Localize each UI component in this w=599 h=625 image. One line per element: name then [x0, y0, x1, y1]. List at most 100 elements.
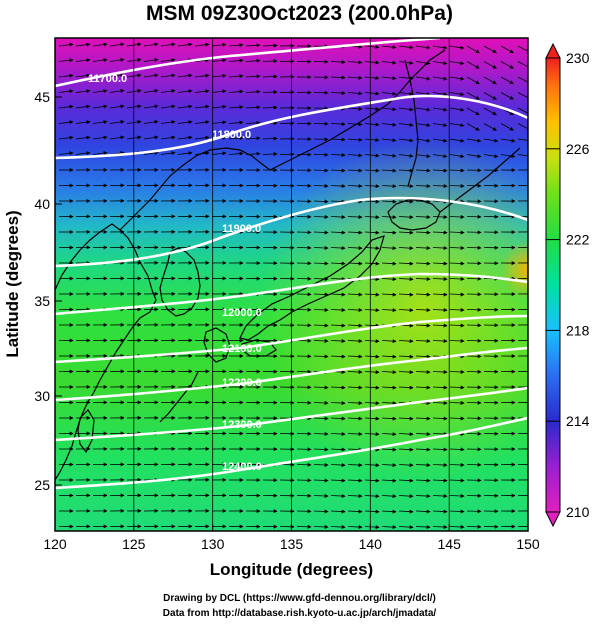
wind-arrow [143, 73, 159, 78]
contour-line-12000 [55, 272, 528, 316]
wind-arrow [160, 151, 176, 156]
wind-arrow [330, 60, 346, 65]
wind-arrow [415, 323, 431, 328]
wind-arrow [330, 277, 346, 282]
wind-arrow [330, 478, 346, 483]
wind-arrow [330, 509, 346, 514]
x-tick-label: 140 [359, 536, 383, 552]
wind-arrow [415, 370, 431, 375]
contour-line-12300 [55, 386, 528, 442]
wind-arrow [313, 230, 329, 235]
wind-arrow [347, 432, 363, 437]
wind-arrow [313, 245, 329, 250]
contour-line-11800 [55, 94, 528, 160]
wind-arrow [143, 119, 159, 124]
wind-arrow [194, 120, 210, 125]
contour-label-12000: 12000.0 [222, 307, 262, 319]
wind-arrow [75, 89, 91, 94]
wind-arrow [228, 120, 244, 125]
wind-arrow [432, 261, 448, 266]
wind-arrow [449, 276, 465, 281]
wind-arrow [381, 261, 397, 266]
wind-arrow [347, 137, 363, 142]
wind-arrow [347, 106, 363, 111]
coast-taiwan [77, 409, 95, 454]
colorbar-tick-label: 226 [566, 141, 590, 157]
y-tick-labels: 25 30 35 40 45 [34, 89, 50, 493]
wind-arrow [381, 246, 397, 251]
wind-arrow [194, 89, 210, 94]
wind-arrow [449, 138, 465, 143]
wind-arrow [517, 45, 528, 53]
wind-arrow [313, 183, 329, 188]
wind-arrow [92, 151, 108, 156]
wind-arrow [160, 104, 176, 109]
wind-arrow [177, 135, 193, 140]
wind-arrow [483, 92, 497, 100]
wind-arrow [364, 44, 380, 49]
wind-arrow [398, 199, 414, 204]
colorbar-tick-label: 230 [566, 50, 590, 66]
wind-arrow [313, 400, 329, 405]
wind-arrow [381, 184, 397, 189]
wind-arrow [415, 509, 431, 514]
wind-arrow [381, 199, 397, 204]
wind-arrow [398, 292, 414, 297]
wind-arrow [330, 215, 346, 220]
wind-arrow [313, 509, 329, 514]
wind-arrow [381, 122, 397, 127]
wind-arrow [415, 184, 431, 189]
wind-arrow [364, 292, 380, 297]
colorbar-upper-triangle [545, 42, 561, 59]
wind-arrow [483, 76, 497, 85]
wind-arrow [449, 261, 465, 266]
wind-arrow [517, 92, 528, 100]
map-title: MSM 09Z30Oct2023 (200.0hPa) [146, 2, 453, 25]
wind-arrow [381, 91, 397, 96]
wind-arrow [364, 137, 380, 142]
wind-arrow [449, 307, 465, 312]
wind-arrow [398, 277, 414, 282]
wind-arrow [432, 463, 448, 468]
wind-arrow [228, 151, 244, 156]
wind-arrow [109, 57, 125, 62]
wind-arrow [347, 153, 363, 158]
contour-label-12300: 12300.0 [222, 419, 262, 431]
wind-arrow [330, 463, 346, 468]
wind-arrow [381, 215, 397, 220]
wind-arrow [415, 45, 431, 50]
wind-arrow [228, 58, 244, 63]
wind-arrow [483, 107, 497, 116]
wind-arrow [415, 339, 431, 344]
wind-arrow [58, 42, 74, 47]
wind-arrow [347, 401, 363, 406]
wind-arrow [398, 246, 414, 251]
wind-arrow [347, 323, 363, 328]
wind-arrow [364, 385, 380, 390]
wind-arrow [415, 107, 431, 112]
wind-arrow [449, 385, 465, 390]
wind-arrow [483, 138, 499, 143]
wind-arrow [211, 151, 227, 156]
wind-arrow [262, 105, 278, 110]
colorbar-tick-label: 214 [566, 413, 590, 429]
wind-arrow [415, 215, 431, 220]
coast-manchuria [119, 147, 271, 231]
y-tick-label: 35 [34, 293, 50, 309]
wind-arrow [381, 463, 397, 468]
wind-arrow [381, 292, 397, 297]
wind-arrow [58, 89, 74, 94]
wind-arrow [143, 150, 159, 155]
wind-arrow [381, 494, 397, 499]
wind-arrow [330, 354, 346, 359]
wind-arrow [347, 339, 363, 344]
wind-arrow [381, 76, 397, 81]
wind-arrow [160, 42, 176, 47]
wind-arrow [398, 339, 414, 344]
wind-arrow [466, 61, 480, 69]
wind-arrow [330, 153, 346, 158]
wind-arrow [245, 89, 261, 94]
wind-arrow [398, 494, 414, 499]
wind-arrow [483, 61, 497, 69]
wind-arrow [432, 401, 448, 406]
